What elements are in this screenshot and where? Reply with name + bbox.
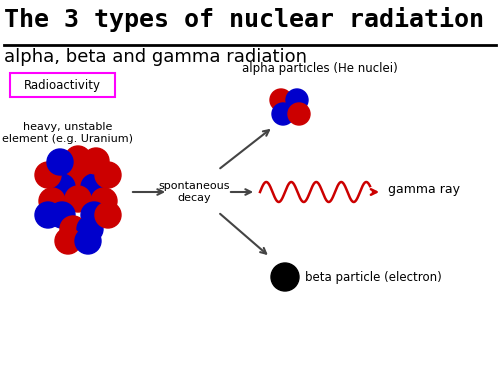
Circle shape (49, 174, 75, 200)
Text: alpha particles (He nuclei): alpha particles (He nuclei) (242, 62, 398, 75)
Circle shape (60, 216, 86, 242)
Circle shape (55, 228, 81, 254)
Circle shape (270, 89, 292, 111)
Text: spontaneous
decay: spontaneous decay (158, 181, 230, 203)
Circle shape (35, 202, 61, 228)
Circle shape (95, 162, 121, 188)
Circle shape (39, 188, 65, 214)
Circle shape (47, 149, 73, 175)
Circle shape (77, 216, 103, 242)
Circle shape (65, 186, 91, 212)
Text: gamma ray: gamma ray (388, 183, 460, 195)
Text: Radioactivity: Radioactivity (24, 78, 101, 92)
Circle shape (35, 162, 61, 188)
Circle shape (49, 202, 75, 228)
Circle shape (65, 146, 91, 172)
Circle shape (81, 174, 107, 200)
Circle shape (288, 103, 310, 125)
Circle shape (91, 188, 117, 214)
Circle shape (81, 202, 107, 228)
Circle shape (75, 228, 101, 254)
Text: The 3 types of nuclear radiation: The 3 types of nuclear radiation (4, 7, 484, 32)
Circle shape (271, 263, 299, 291)
Circle shape (286, 89, 308, 111)
Circle shape (95, 202, 121, 228)
Text: beta particle (electron): beta particle (electron) (305, 270, 442, 284)
Text: alpha, beta and gamma radiation: alpha, beta and gamma radiation (4, 48, 307, 66)
Circle shape (272, 103, 294, 125)
Text: heavy, unstable
element (e.g. Uranium): heavy, unstable element (e.g. Uranium) (2, 122, 134, 144)
Circle shape (65, 162, 91, 188)
Bar (10, 73, 115, 97)
Circle shape (83, 148, 109, 174)
